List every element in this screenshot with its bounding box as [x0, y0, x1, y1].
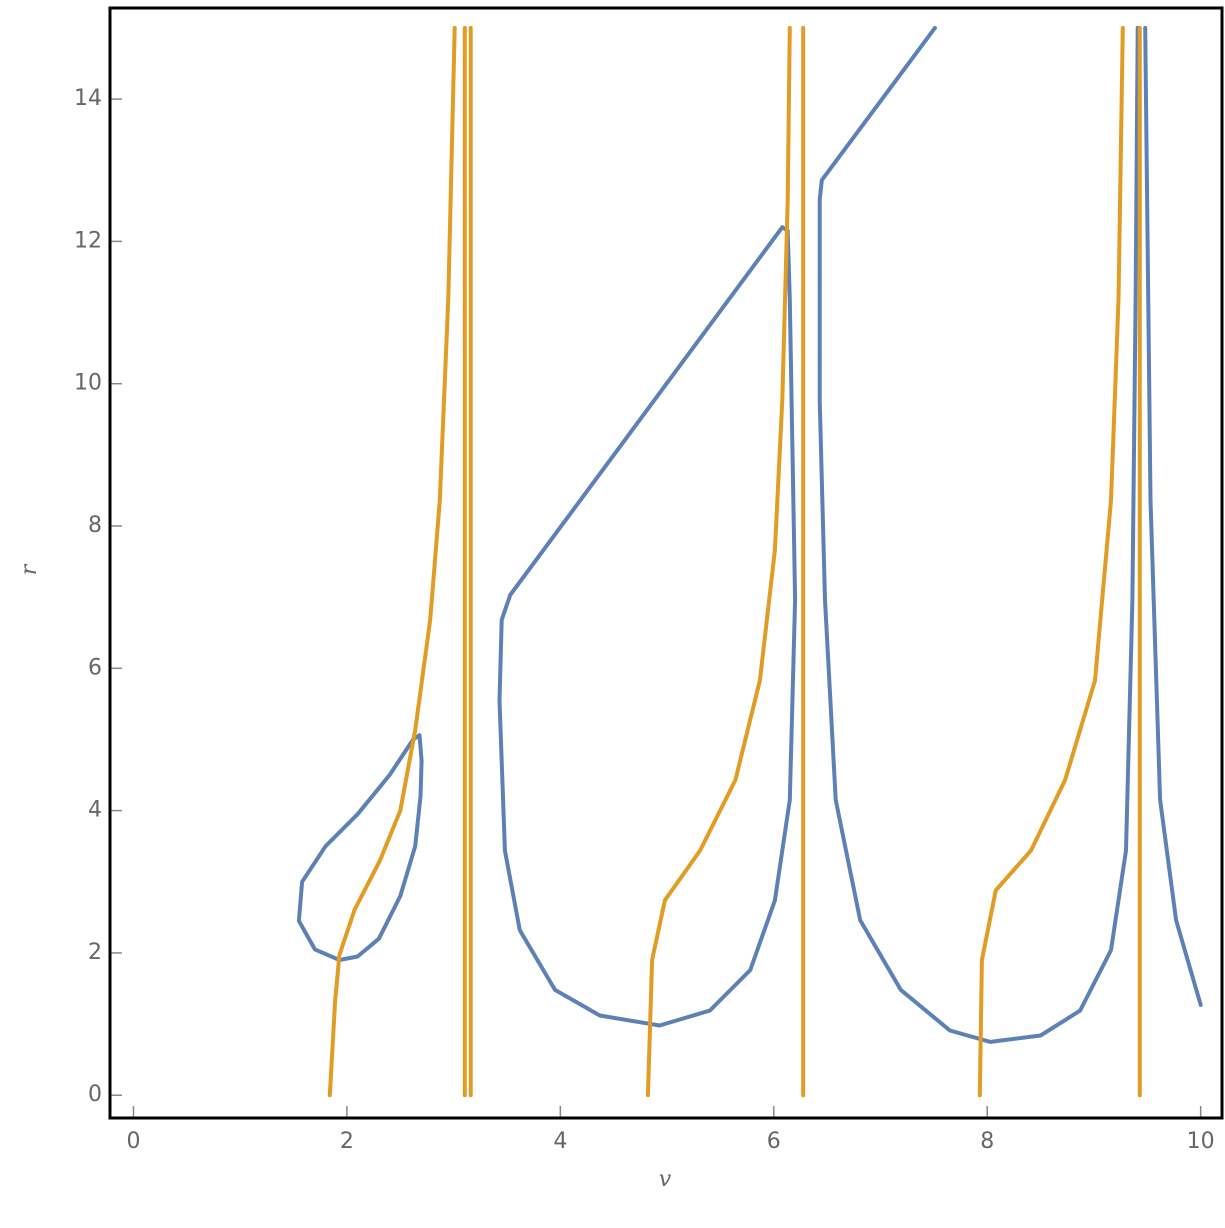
y-tick-label: 4	[88, 798, 102, 823]
x-tick-label: 4	[553, 1129, 567, 1154]
x-tick-label: 10	[1187, 1129, 1215, 1154]
y-tick-label: 12	[74, 228, 102, 253]
y-tick-label: 14	[74, 86, 102, 111]
x-axis-label: v	[659, 1167, 672, 1192]
frame	[108, 6, 1224, 1120]
curve	[327, 25, 1142, 1098]
y-tick-label: 6	[88, 655, 102, 680]
y-tick-label: 2	[88, 940, 102, 965]
x-tick-label: 2	[340, 1129, 354, 1154]
y-tick-label: 0	[88, 1082, 102, 1107]
y-axis-label: r	[17, 563, 42, 575]
x-tick-label: 6	[767, 1129, 781, 1154]
curve	[296, 25, 1203, 1044]
x-tick-label: 0	[126, 1129, 140, 1154]
plot-area	[296, 25, 1203, 1098]
y-tick-label: 8	[88, 513, 102, 538]
x-tick-label: 8	[980, 1129, 994, 1154]
y-tick-label: 10	[74, 371, 102, 396]
